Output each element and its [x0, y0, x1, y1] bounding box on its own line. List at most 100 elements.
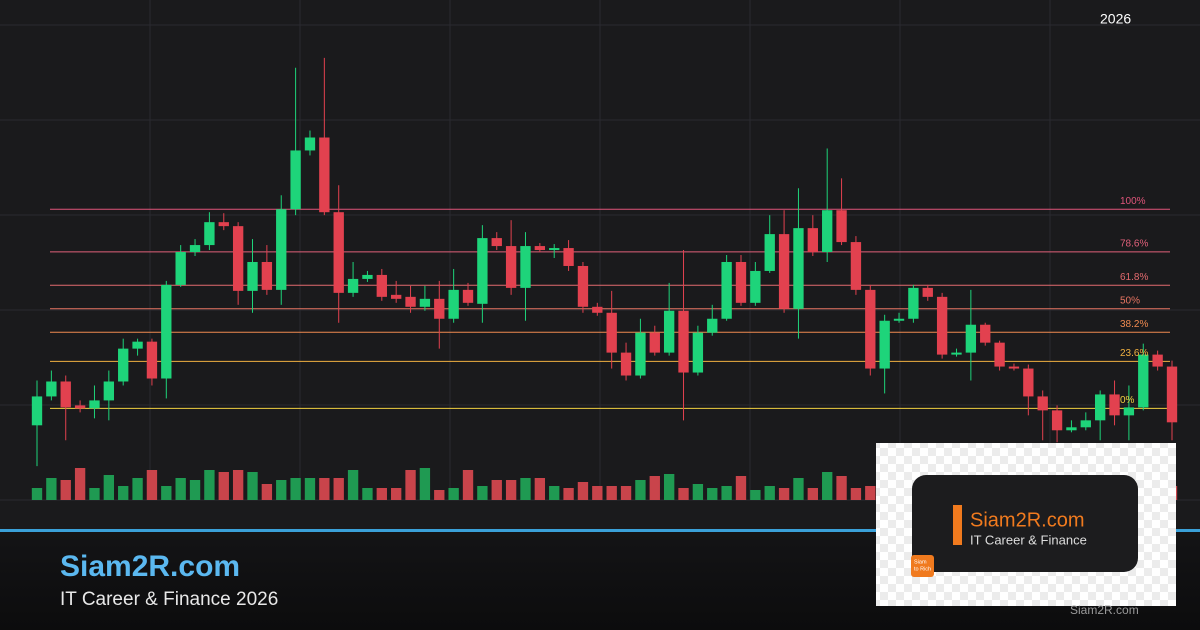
candle-body: [290, 150, 301, 210]
candle-body: [376, 274, 387, 297]
candle-body: [132, 341, 143, 349]
footer-rule: [0, 529, 1200, 532]
candle-body: [534, 246, 546, 251]
fib-label: 0%: [1120, 395, 1135, 406]
volume-bar: [635, 480, 646, 500]
logo-card: [912, 475, 1138, 572]
volume-bar: [247, 472, 258, 500]
volume-bar: [850, 488, 862, 500]
candle-body: [764, 234, 775, 271]
candle-body: [1008, 366, 1020, 369]
candle-body: [735, 261, 747, 303]
candle-body: [549, 248, 560, 251]
candle-body: [175, 252, 186, 285]
fib-label: 38.2%: [1120, 319, 1148, 330]
volume-bar: [448, 488, 459, 500]
volume-bar: [692, 484, 704, 500]
volume-bar: [822, 472, 833, 500]
candle-body: [606, 312, 617, 353]
candle-body: [304, 137, 316, 151]
candle-body: [750, 270, 761, 303]
candle-body: [232, 226, 244, 291]
candle-body: [118, 348, 129, 382]
candle-body: [1166, 366, 1178, 423]
volume-bar: [649, 476, 660, 500]
candle-body: [663, 310, 675, 353]
candle-body: [563, 248, 574, 266]
candle-body: [1051, 410, 1063, 431]
volume-bar: [520, 478, 531, 500]
candle-body: [347, 278, 359, 293]
candle-body: [778, 234, 790, 309]
candle-body: [936, 296, 948, 355]
volume-bar: [735, 476, 747, 500]
candle-body: [577, 265, 589, 307]
logo-name: Siam2R.com: [970, 509, 1084, 531]
candle-body: [477, 238, 488, 304]
fib-label: 61.8%: [1120, 272, 1148, 283]
volume-bar: [836, 476, 847, 500]
volume-bar: [678, 488, 689, 500]
candle-body: [362, 274, 373, 279]
candle-body: [276, 209, 287, 290]
candle-body: [1094, 394, 1106, 421]
volume-bar: [347, 470, 359, 500]
candle-body: [161, 284, 172, 379]
volume-bar: [391, 488, 402, 500]
volume-bar: [721, 486, 732, 500]
candle-body: [707, 318, 718, 333]
candle-body: [879, 320, 890, 369]
volume-bar: [563, 488, 574, 500]
candle-body: [261, 261, 273, 290]
candle-body: [893, 318, 905, 321]
volume-bar: [46, 478, 57, 500]
candle-body: [649, 332, 660, 353]
volume-bar: [304, 478, 316, 500]
volume-bar: [261, 484, 273, 500]
volume-bar: [663, 474, 675, 500]
candle-body: [822, 210, 833, 253]
volume-bar: [807, 488, 818, 500]
volume-bar: [592, 486, 603, 500]
volume-bar: [405, 470, 416, 500]
candle-body: [1152, 354, 1163, 367]
candle-body: [922, 287, 933, 297]
fib-label: 23.6%: [1120, 348, 1148, 359]
candle-body: [491, 238, 502, 247]
candle-body: [405, 296, 416, 307]
volume-bar: [505, 480, 517, 500]
candle-body: [951, 352, 962, 355]
candle-body: [520, 246, 531, 288]
volume-bar: [376, 488, 387, 500]
candle-body: [31, 396, 43, 426]
candle-body: [678, 310, 689, 373]
volume-bar: [764, 486, 775, 500]
candle-body: [462, 289, 474, 303]
candle-body: [965, 324, 977, 353]
volume-bar: [232, 470, 244, 500]
volume-bar: [89, 488, 100, 500]
volume-bar: [577, 482, 589, 500]
volume-bar: [419, 468, 431, 500]
volume-bar: [462, 470, 474, 500]
candle-body: [46, 381, 57, 397]
candle-body: [189, 245, 201, 253]
fib-label: 100%: [1120, 196, 1146, 207]
volume-bar: [865, 486, 876, 500]
candle-body: [218, 222, 229, 227]
candle-body: [1023, 368, 1034, 397]
candle-body: [89, 400, 100, 409]
volume-bar: [491, 480, 502, 500]
volume-bar: [319, 478, 330, 500]
candle-body: [1123, 407, 1135, 416]
candle-body: [204, 222, 215, 246]
volume-bar: [750, 490, 761, 500]
candle-body: [1066, 427, 1077, 431]
footer-subtitle: IT Career & Finance 2026: [60, 589, 278, 610]
candle-body: [620, 352, 632, 376]
volume-bar: [606, 486, 617, 500]
volume-bar: [103, 475, 115, 500]
volume-bar: [707, 488, 718, 500]
volume-bar: [534, 478, 546, 500]
